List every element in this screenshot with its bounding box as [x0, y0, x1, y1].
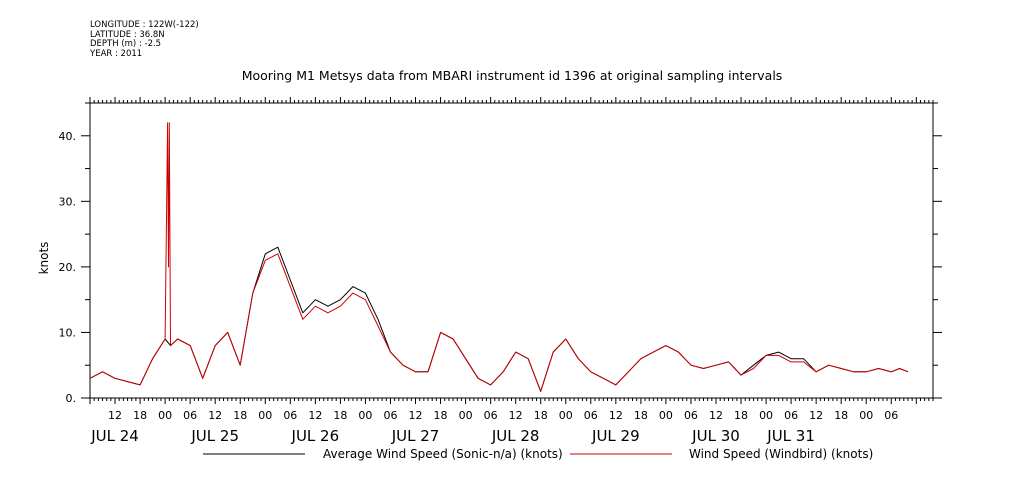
x-tick-label: 12 [308, 409, 322, 422]
x-tick-label: 00 [258, 409, 272, 422]
y-tick-label: 0. [66, 392, 77, 405]
x-tick-label: 18 [534, 409, 548, 422]
y-tick-label: 40. [59, 130, 77, 143]
x-tick-label: 18 [834, 409, 848, 422]
legend-label-average-wind: Average Wind Speed (Sonic-n/a) (knots) [323, 447, 563, 461]
x-tick-label: 06 [884, 409, 898, 422]
x-tick-label: 06 [784, 409, 798, 422]
x-tick-label: 06 [684, 409, 698, 422]
x-tick-label: 12 [809, 409, 823, 422]
x-day-label: JUL 27 [391, 427, 440, 445]
x-tick-label: 18 [133, 409, 147, 422]
x-tick-label: 12 [208, 409, 222, 422]
x-tick-label: 18 [634, 409, 648, 422]
y-axis-label: knots [37, 242, 51, 275]
x-day-label: JUL 29 [591, 427, 640, 445]
x-tick-label: 00 [358, 409, 372, 422]
legend-label-windbird: Wind Speed (Windbird) (knots) [689, 447, 873, 461]
x-tick-label: 00 [659, 409, 673, 422]
x-tick-label: 00 [859, 409, 873, 422]
y-tick-label: 20. [59, 261, 77, 274]
x-tick-label: 18 [233, 409, 247, 422]
x-tick-label: 06 [584, 409, 598, 422]
chart-title: Mooring M1 Metsys data from MBARI instru… [242, 68, 783, 83]
x-tick-label: 12 [709, 409, 723, 422]
series-lines [89, 122, 909, 392]
x-tick-label: 00 [158, 409, 172, 422]
x-day-label: JUL 30 [691, 427, 740, 445]
x-tick-label: 12 [609, 409, 623, 422]
x-day-label: JUL 25 [190, 427, 239, 445]
x-tick-label: 12 [409, 409, 423, 422]
x-day-label: JUL 28 [491, 427, 540, 445]
series-line-0 [89, 246, 909, 392]
x-tick-label: 18 [333, 409, 347, 422]
x-tick-label: 06 [484, 409, 498, 422]
x-day-label: JUL 31 [766, 427, 815, 445]
x-tick-label: 06 [283, 409, 297, 422]
x-tick-label: 00 [559, 409, 573, 422]
x-tick-labels: 12 18 00 06 12 18 00 06 12 18 00 06 12 18 00 06 12 18 00 06… [108, 409, 898, 422]
meta-longitude: LONGITUDE : 122W(-122) [90, 20, 199, 30]
x-tick-label: 18 [434, 409, 448, 422]
series-line-1 [89, 122, 909, 392]
x-day-label: JUL 26 [291, 427, 340, 445]
meta-depth: DEPTH (m) : -2.5 [90, 39, 162, 49]
y-tick-labels: 0. 10. 20. 30. 40. [59, 130, 77, 405]
x-tick-label: 06 [183, 409, 197, 422]
x-day-label: JUL 24 [90, 427, 139, 445]
legend: Average Wind Speed (Sonic-n/a) (knots) W… [203, 447, 873, 461]
meta-year: YEAR : 2011 [90, 48, 143, 59]
x-tick-label: 00 [759, 409, 773, 422]
y-tick-label: 30. [59, 195, 77, 208]
y-tick-label: 10. [59, 326, 77, 339]
x-tick-label: 12 [509, 409, 523, 422]
x-tick-label: 00 [459, 409, 473, 422]
metadata-block: LONGITUDE : 122W(-122) LATITUDE : 36.8N … [90, 20, 199, 59]
x-tick-label: 18 [734, 409, 748, 422]
plot-frame [89, 102, 934, 399]
x-tick-label: 06 [383, 409, 397, 422]
x-day-labels: JUL 24 JUL 25 JUL 26 JUL 27 JUL 28 JUL 29 JUL … [90, 427, 815, 445]
axis-ticks [81, 97, 942, 404]
meta-latitude: LATITUDE : 36.8N [90, 29, 165, 40]
x-tick-label: 12 [108, 409, 122, 422]
